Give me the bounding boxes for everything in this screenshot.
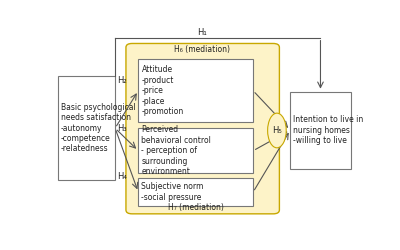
Text: Subjective norm
-social pressure: Subjective norm -social pressure (142, 182, 204, 202)
Text: H₂: H₂ (117, 76, 127, 84)
Ellipse shape (268, 113, 286, 148)
Text: H₄: H₄ (117, 172, 127, 181)
FancyBboxPatch shape (290, 92, 351, 168)
FancyBboxPatch shape (58, 76, 115, 180)
Text: H₇ (mediation): H₇ (mediation) (168, 203, 224, 212)
FancyBboxPatch shape (138, 59, 253, 122)
FancyBboxPatch shape (138, 178, 253, 206)
Text: Perceived
behavioral control
- perception of
surrounding
environment: Perceived behavioral control - perceptio… (142, 126, 211, 176)
FancyBboxPatch shape (138, 128, 253, 174)
Text: H₅: H₅ (272, 126, 282, 135)
Text: H₃: H₃ (117, 124, 127, 133)
Text: H₁: H₁ (197, 28, 207, 37)
Text: Attitude
-product
-price
-place
-promotion: Attitude -product -price -place -promoti… (142, 65, 184, 116)
Text: H₆ (mediation): H₆ (mediation) (174, 45, 230, 54)
Text: Basic psychological
needs satisfaction
-autonomy
-competence
-relatedness: Basic psychological needs satisfaction -… (61, 103, 136, 154)
FancyBboxPatch shape (126, 44, 279, 214)
Text: Intention to live in
nursing homes
-willing to live: Intention to live in nursing homes -will… (293, 115, 364, 145)
